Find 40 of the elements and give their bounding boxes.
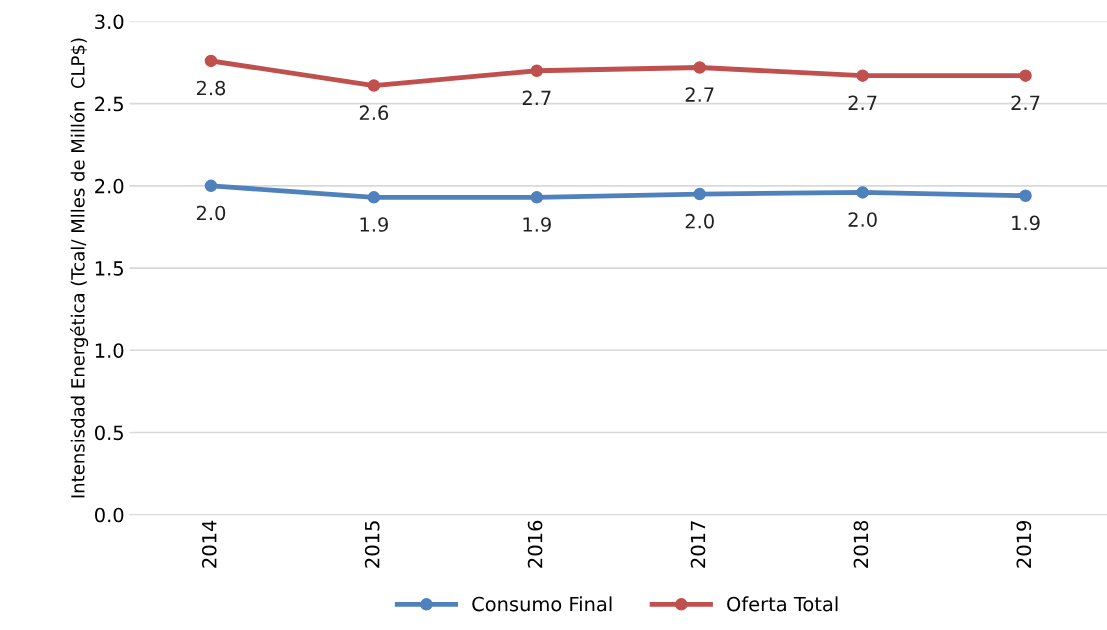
data-label: 2.7: [1011, 95, 1040, 110]
data-label: 2.7: [848, 95, 877, 110]
point: [367, 79, 381, 92]
x-tick-label: 2017: [690, 521, 706, 568]
point: [693, 61, 706, 74]
point: [693, 187, 706, 201]
x-tick-label: 2015: [364, 521, 380, 568]
point: [856, 69, 869, 82]
y-tick-label: 0.5: [95, 425, 123, 441]
data-label: 2.0: [196, 205, 226, 221]
y-tick-label: 2.0: [95, 178, 124, 194]
y-tick-label: 1.0: [95, 343, 124, 358]
y-tick-label: 3.0: [95, 14, 124, 30]
x-tick-label: 2019: [1016, 520, 1032, 568]
y-tick-label: 0.0: [95, 507, 124, 523]
point: [530, 191, 544, 204]
legend-label: Oferta Total: [727, 596, 838, 612]
data-label: 2.6: [359, 105, 389, 121]
data-label: 2.0: [848, 212, 877, 227]
x-tick-label: 2016: [527, 520, 543, 568]
point: [204, 54, 218, 68]
point: [1019, 69, 1032, 82]
data-label: 1.9: [523, 217, 551, 232]
point: [367, 191, 381, 204]
point: [530, 64, 544, 77]
point: [204, 179, 218, 193]
x-tick-label: 2014: [201, 520, 217, 568]
data-label: 1.9: [360, 217, 388, 232]
data-label: 2.7: [522, 90, 551, 105]
point: [856, 186, 869, 199]
data-label: 2.8: [196, 80, 226, 96]
y-tick-label: 2.5: [95, 96, 123, 112]
data-label: 2.7: [685, 87, 714, 102]
data-label: 1.9: [1012, 215, 1040, 231]
point: [1019, 189, 1032, 202]
y-axis-title: Intensisdad Energética (Tcal/ Mlles de Millón CLP$): [69, 38, 89, 498]
y-tick-label: 1.5: [95, 261, 123, 276]
data-label: 2.0: [685, 213, 714, 229]
x-tick-label: 2018: [853, 520, 869, 568]
legend-label: Consumo Final: [472, 596, 612, 612]
